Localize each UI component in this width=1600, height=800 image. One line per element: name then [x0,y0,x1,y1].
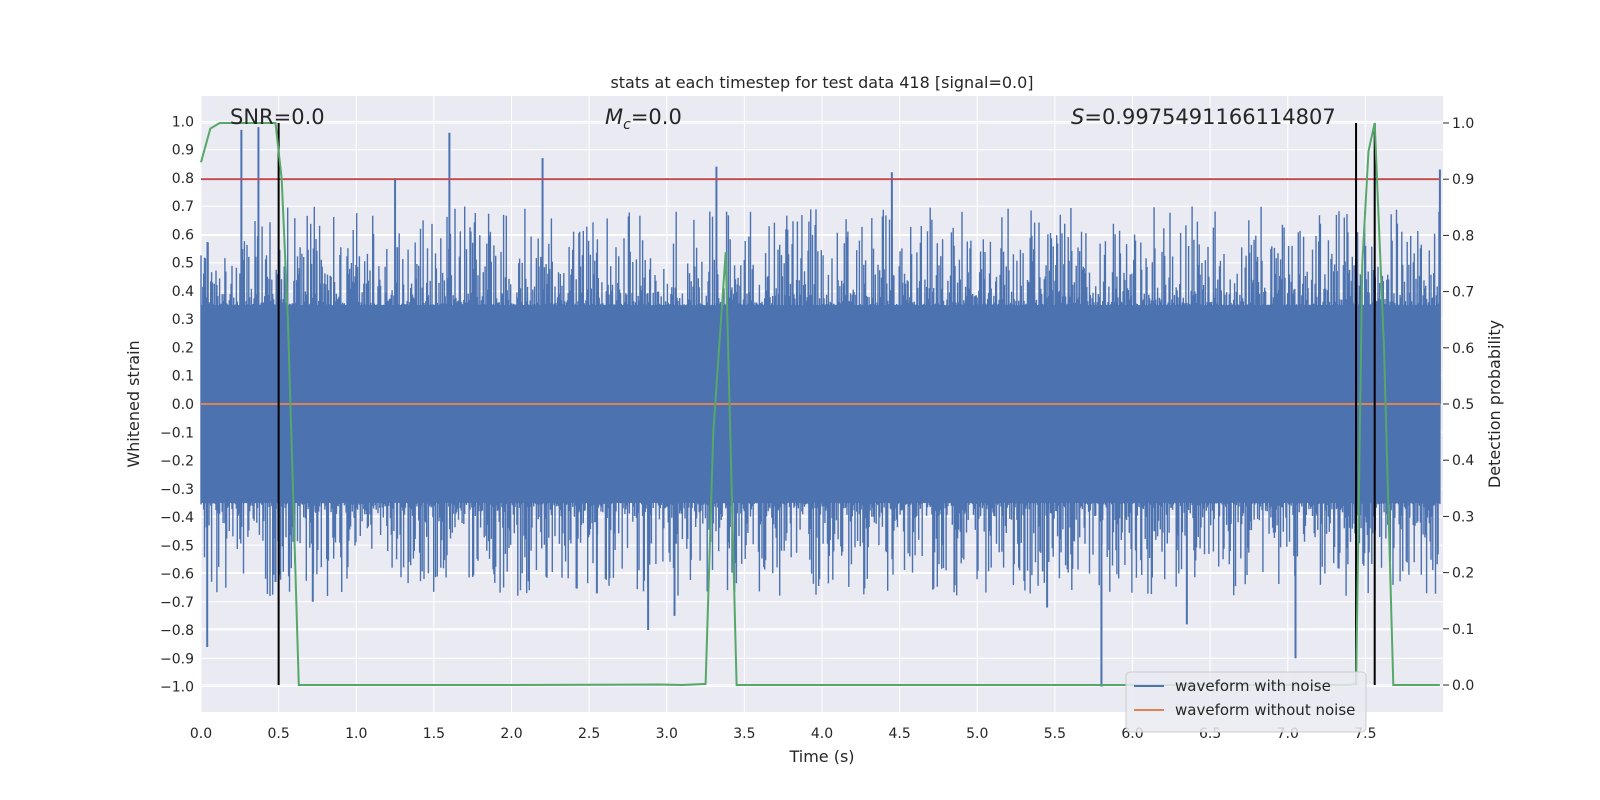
y-tick-label: 0.9 [172,143,194,159]
x-tick-label: 2.5 [578,726,600,742]
y-tick-label: 0.8 [172,171,194,187]
y-axis-ticks: −1.0 −0.9 −0.8 −0.7 −0.6 −0.5 −0.4 −0.3 −0.2 −0.1… [160,114,194,695]
chirp-mass-symbol: M [605,105,623,129]
y2-tick-label: 0.7 [1452,285,1474,301]
x-tick-label: 5.5 [1044,726,1066,742]
legend: waveform with noise waveform without noi… [1125,671,1367,733]
snr-annotation: SNR=0.0 [230,105,325,129]
y2-tick-label: 0.5 [1452,397,1474,413]
x-axis-label: Time (s) [788,747,854,766]
x-tick-label: 4.0 [811,726,833,742]
y-tick-label: −0.5 [160,538,194,554]
x-tick-label: 3.0 [656,726,678,742]
y2-tick-label: 1.0 [1452,116,1474,132]
y-tick-label: 0.3 [172,312,194,328]
legend-box [1125,671,1367,733]
x-tick-label: 1.0 [345,726,367,742]
y-tick-label: −0.4 [160,510,194,526]
vertical-markers [277,122,1376,686]
score-annotation: S=0.9975491166114807 [1071,105,1336,129]
chirp-mass-subscript: c [623,117,631,133]
y-tick-label: −0.3 [160,482,194,498]
y-tick-label: 0.5 [172,256,194,272]
y-tick-label: −0.1 [160,425,194,441]
y-tick-label: 0.2 [172,340,194,356]
x-tick-label: 4.5 [888,726,910,742]
y-tick-label: −0.9 [160,651,194,667]
legend-label-clean: waveform without noise [1175,701,1355,719]
series-detection-probability [200,122,1440,687]
y2-axis-ticks: 0.0 0.1 0.2 0.3 0.4 0.5 0.6 0.7 0.8 0.9 1.0 [1443,116,1474,694]
y-tick-label: −0.8 [160,623,194,639]
chart-title: stats at each timestep for test data 418… [610,73,1033,92]
x-tick-label: 3.5 [733,726,755,742]
x-tick-label: 2.0 [500,726,522,742]
y-tick-label: 0.1 [172,369,194,385]
y-tick-label: −0.6 [160,567,194,583]
y2-tick-label: 0.4 [1452,453,1474,469]
x-tick-label: 0.0 [190,726,212,742]
x-tick-label: 0.5 [267,726,289,742]
y-tick-label: −0.2 [160,454,194,470]
y2-axis-label: Detection probability [1485,320,1504,488]
y2-tick-label: 0.8 [1452,228,1474,244]
chirp-mass-annotation: Mc=0.0 [605,105,682,133]
y-tick-label: 1.0 [172,114,194,130]
y2-tick-label: 0.6 [1452,341,1474,357]
score-value: =0.9975491166114807 [1084,105,1335,129]
y-tick-label: 0.6 [172,227,194,243]
y-tick-label: 0.4 [172,284,194,300]
y-axis-label: Whitened strain [124,340,143,467]
y-tick-label: −1.0 [160,680,194,696]
y2-tick-label: 0.9 [1452,172,1474,188]
x-tick-label: 5.0 [966,726,988,742]
x-tick-label: 1.5 [423,726,445,742]
y-tick-label: 0.7 [172,199,194,215]
score-symbol: S [1071,105,1084,129]
legend-label-noise: waveform with noise [1175,677,1331,695]
chirp-mass-value: =0.0 [631,105,682,129]
y-tick-label: −0.7 [160,595,194,611]
y2-tick-label: 0.0 [1452,678,1474,694]
y2-tick-label: 0.1 [1452,622,1474,638]
y2-tick-label: 0.2 [1452,566,1474,582]
y-tick-label: 0.0 [172,397,194,413]
y2-tick-label: 0.3 [1452,509,1474,525]
